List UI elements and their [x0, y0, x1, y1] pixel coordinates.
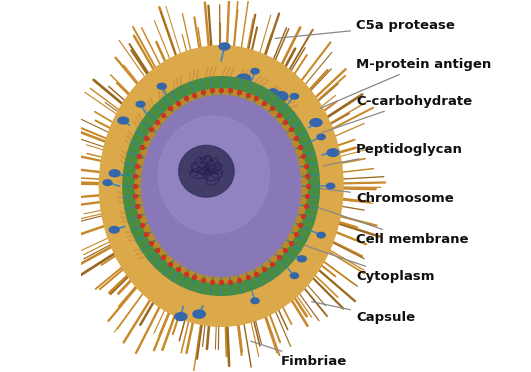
Text: Capsule: Capsule [312, 302, 415, 324]
Ellipse shape [219, 43, 230, 50]
Text: C-carbohydrate: C-carbohydrate [322, 94, 472, 133]
Ellipse shape [135, 89, 307, 283]
Ellipse shape [123, 77, 320, 295]
Ellipse shape [175, 313, 187, 321]
Ellipse shape [274, 92, 288, 101]
Text: Cell membrane: Cell membrane [309, 204, 468, 246]
Ellipse shape [300, 222, 310, 228]
Ellipse shape [103, 180, 112, 186]
Ellipse shape [327, 149, 339, 156]
Ellipse shape [251, 68, 259, 74]
Ellipse shape [199, 85, 212, 94]
Ellipse shape [268, 89, 278, 95]
Text: Peptidoglycan: Peptidoglycan [323, 142, 463, 166]
Text: Chromosome: Chromosome [213, 175, 453, 205]
Ellipse shape [99, 46, 343, 326]
Ellipse shape [109, 170, 120, 177]
Ellipse shape [137, 230, 145, 235]
Ellipse shape [236, 74, 251, 83]
Ellipse shape [136, 101, 145, 107]
Text: M-protein antigen: M-protein antigen [320, 58, 491, 108]
Ellipse shape [317, 134, 325, 140]
Ellipse shape [310, 119, 322, 126]
Ellipse shape [157, 83, 166, 89]
Ellipse shape [158, 116, 269, 234]
Text: C5a protease: C5a protease [275, 19, 455, 38]
Ellipse shape [317, 232, 325, 238]
Ellipse shape [109, 227, 119, 233]
Text: Cytoplasm: Cytoplasm [279, 237, 434, 283]
Ellipse shape [290, 93, 298, 99]
Ellipse shape [118, 117, 129, 124]
Ellipse shape [142, 96, 301, 276]
Ellipse shape [293, 195, 305, 202]
Ellipse shape [297, 256, 306, 262]
Ellipse shape [263, 263, 272, 269]
Ellipse shape [157, 248, 168, 256]
Ellipse shape [290, 273, 298, 279]
Ellipse shape [327, 183, 335, 189]
Ellipse shape [251, 298, 259, 304]
Ellipse shape [229, 271, 238, 277]
Text: Fimbriae: Fimbriae [251, 341, 347, 368]
Ellipse shape [179, 145, 234, 197]
Ellipse shape [193, 310, 205, 318]
Ellipse shape [269, 250, 282, 258]
